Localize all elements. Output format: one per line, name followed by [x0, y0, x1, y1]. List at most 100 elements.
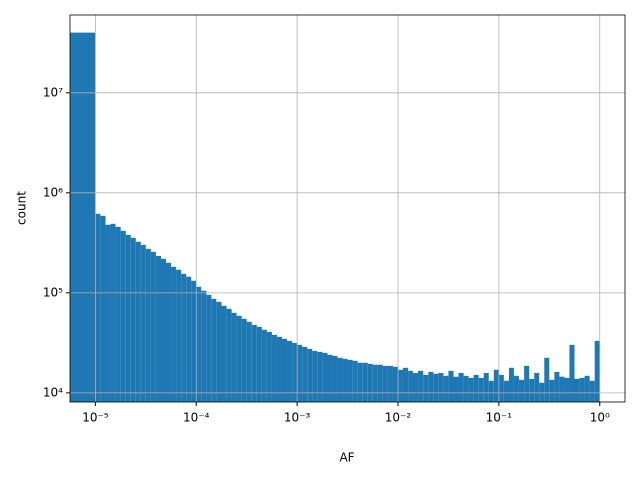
bar	[165, 262, 172, 402]
bar	[135, 241, 141, 402]
bar	[226, 308, 232, 402]
bar	[186, 276, 192, 402]
bar	[231, 312, 237, 402]
bar	[559, 376, 565, 402]
bar	[352, 360, 358, 402]
bar	[524, 365, 530, 402]
bar	[594, 340, 600, 402]
bar	[347, 359, 353, 402]
bar	[398, 369, 403, 402]
bar	[529, 378, 535, 402]
y-tick-label: 10⁴	[43, 385, 63, 399]
bar	[201, 290, 207, 402]
bar	[241, 318, 247, 402]
bar	[206, 294, 212, 402]
bar	[418, 370, 424, 402]
bar	[110, 223, 116, 402]
bar	[251, 324, 257, 402]
bar	[579, 377, 585, 402]
x-tick-label: 10⁻³	[284, 411, 311, 425]
bar	[539, 382, 545, 402]
bar	[423, 374, 429, 402]
bar	[271, 334, 277, 402]
bar	[145, 248, 151, 402]
x-tick-label: 10⁻¹	[486, 411, 513, 425]
bar	[282, 338, 288, 402]
bar	[342, 358, 348, 402]
bar	[554, 371, 560, 402]
bar	[362, 362, 368, 402]
bar	[574, 378, 580, 402]
bar	[367, 363, 373, 402]
bar	[508, 367, 514, 402]
bar	[564, 377, 570, 402]
bar	[569, 344, 575, 402]
bar	[478, 377, 484, 402]
bar	[105, 224, 111, 402]
bar	[372, 364, 378, 402]
bar	[216, 301, 222, 402]
bar	[463, 375, 469, 402]
x-tick-label: 10⁻⁵	[82, 411, 109, 425]
bar	[544, 357, 550, 402]
bar	[236, 315, 242, 402]
bar	[297, 344, 303, 402]
bar	[130, 237, 136, 402]
bar	[332, 355, 338, 402]
bar	[181, 273, 187, 402]
bar	[155, 255, 161, 402]
bar	[357, 362, 363, 402]
bar	[488, 380, 494, 402]
bar	[246, 321, 252, 402]
y-tick-label: 10⁵	[43, 285, 63, 299]
bar	[337, 357, 343, 402]
bar	[468, 377, 474, 402]
bar	[211, 298, 217, 402]
bar	[534, 372, 540, 402]
bar	[458, 372, 464, 402]
bar	[549, 379, 555, 402]
bar	[150, 251, 156, 402]
bar	[256, 326, 262, 402]
bar	[483, 372, 489, 402]
bar	[312, 350, 318, 402]
bar	[196, 286, 202, 402]
x-tick-label: 10⁰	[590, 411, 610, 425]
bar	[448, 370, 454, 402]
bar	[473, 374, 479, 402]
y-axis-label: count	[15, 191, 29, 225]
y-tick-label: 10⁶	[43, 185, 63, 199]
bar	[176, 269, 182, 402]
bar	[120, 230, 126, 402]
bar	[589, 380, 595, 402]
bar	[453, 376, 459, 402]
bar	[428, 371, 434, 402]
bar	[518, 379, 525, 402]
x-tick-label: 10⁻²	[385, 411, 412, 425]
bar	[493, 369, 499, 402]
bar	[317, 351, 323, 402]
bar	[171, 266, 177, 402]
bar	[498, 374, 504, 402]
bar	[443, 375, 449, 402]
x-tick-label: 10⁻⁴	[183, 411, 210, 425]
bar	[160, 258, 166, 402]
bar	[115, 226, 121, 402]
bar	[100, 215, 106, 402]
x-axis-label: AF	[339, 451, 354, 465]
y-tick-label: 10⁷	[43, 85, 63, 99]
bar	[70, 32, 96, 402]
bar	[276, 336, 283, 402]
bar	[140, 244, 146, 402]
bar	[292, 342, 298, 402]
bar	[287, 340, 293, 402]
bar	[413, 372, 419, 402]
bar	[438, 372, 444, 402]
bar	[221, 305, 227, 402]
plot-frame	[69, 14, 626, 403]
bar	[387, 365, 393, 402]
bar	[266, 331, 272, 402]
bar	[408, 370, 414, 402]
bar	[382, 365, 388, 402]
